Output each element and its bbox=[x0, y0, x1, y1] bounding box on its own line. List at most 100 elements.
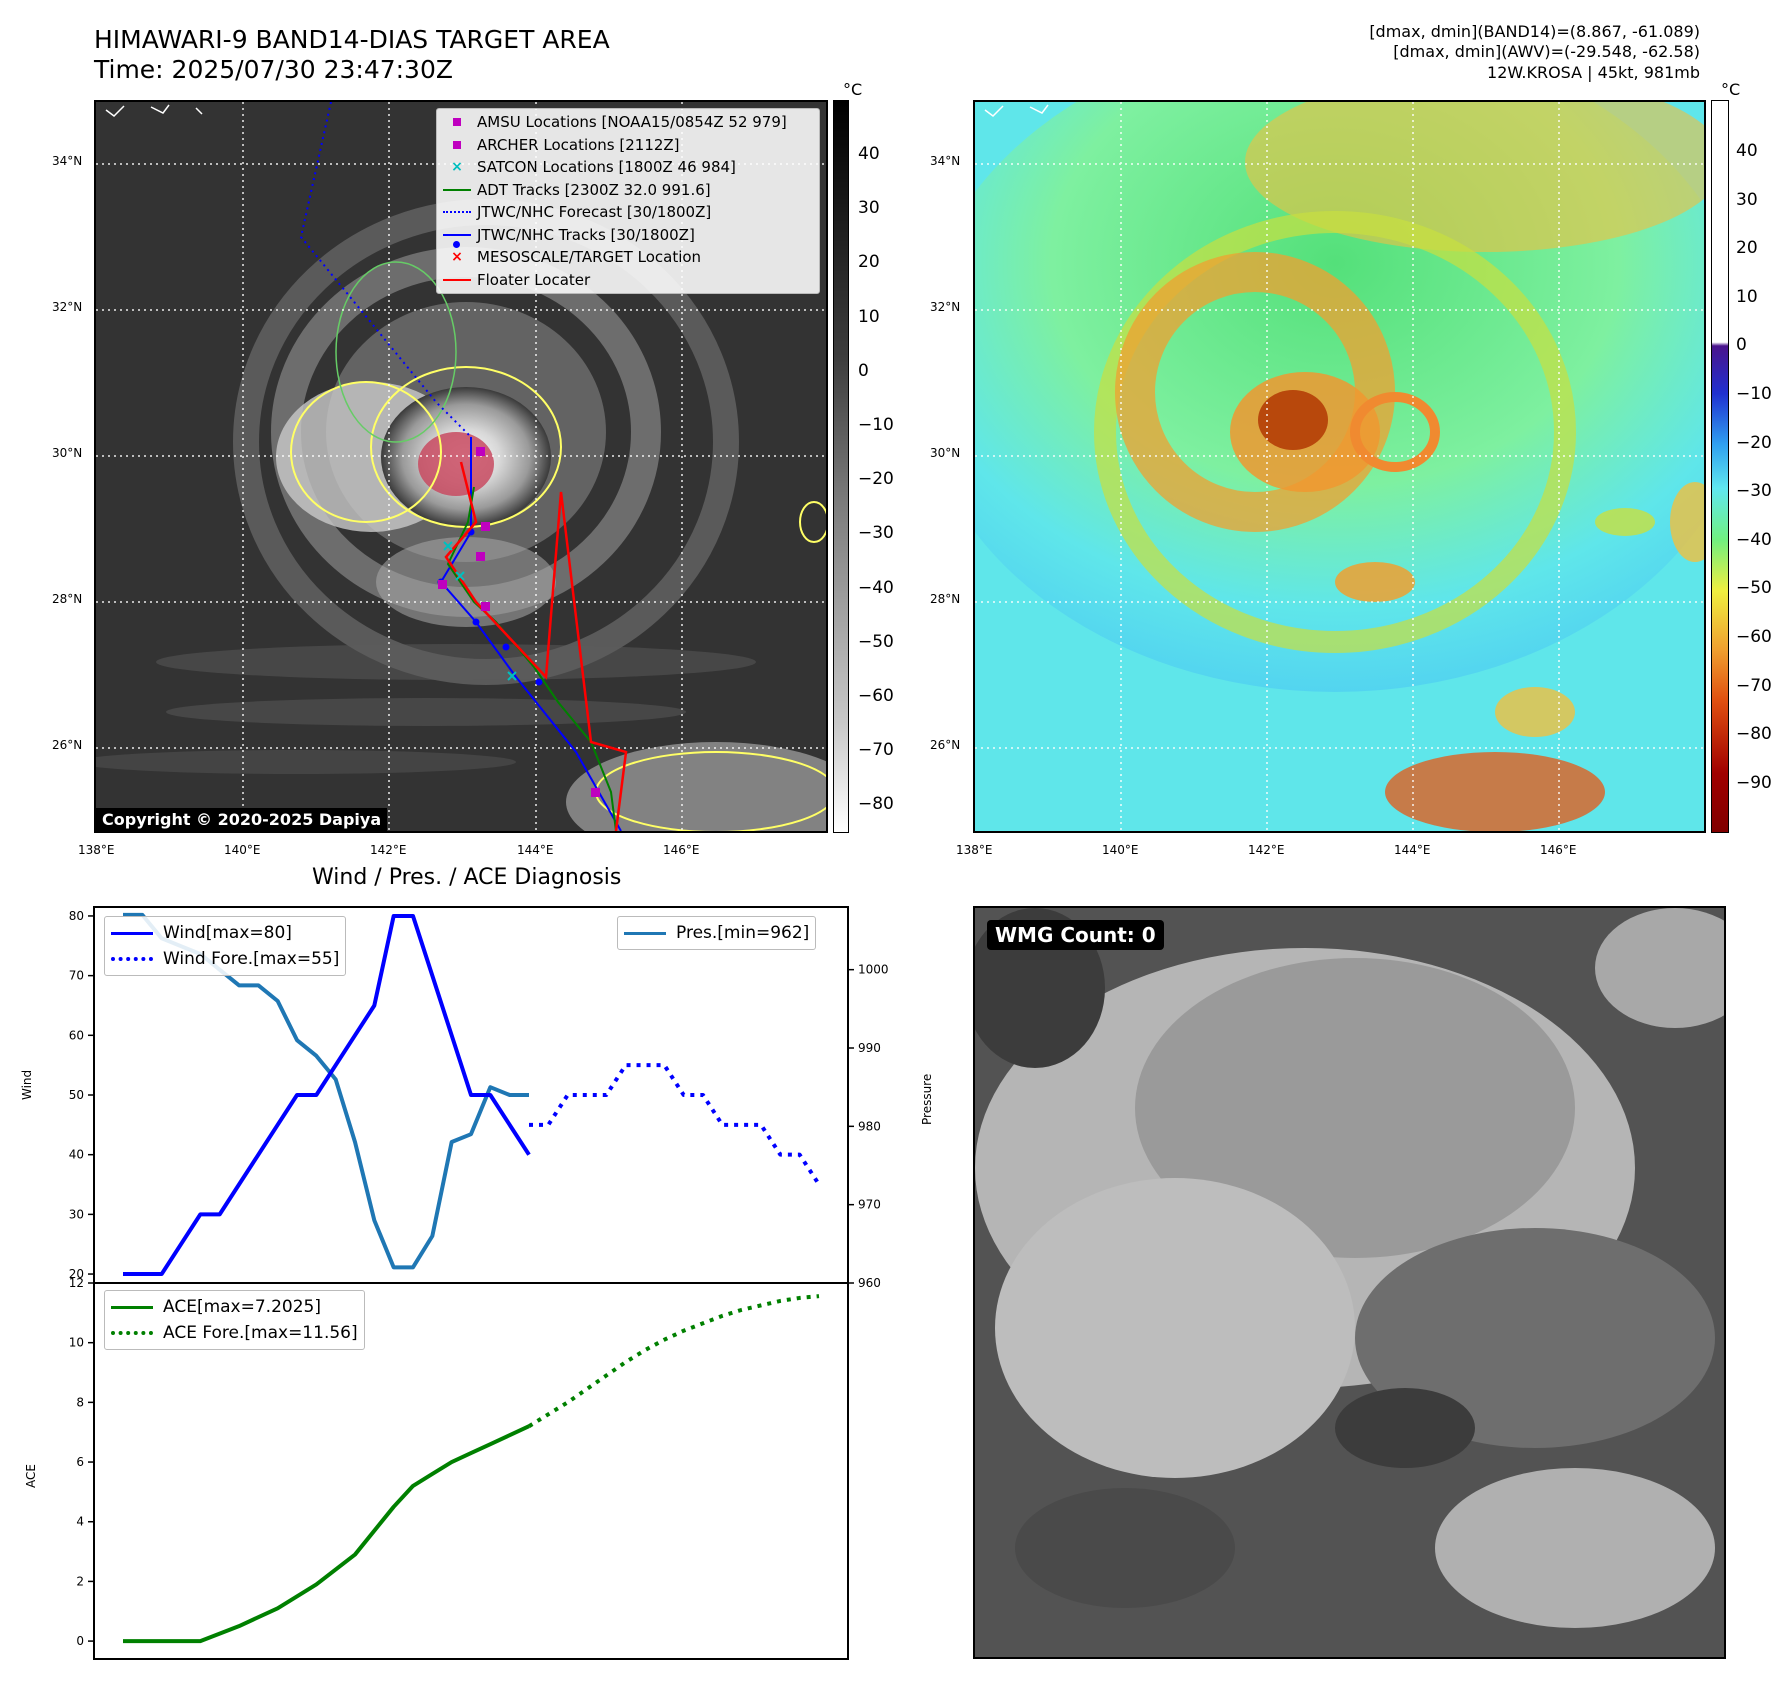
legend-label: ACE[max=7.2025] bbox=[163, 1297, 321, 1317]
lat-tick: 30°N bbox=[52, 446, 83, 460]
colorbar-tick: 30 bbox=[1736, 189, 1758, 210]
legend-entry-wind-fore: Wind Fore.[max=55] bbox=[111, 946, 339, 972]
wmg-count-badge: WMG Count: 0 bbox=[987, 920, 1164, 950]
copyright-label: Copyright © 2020-2025 Dapiya bbox=[96, 808, 388, 831]
awv-colorbar bbox=[1711, 100, 1729, 833]
colorbar-tick: 10 bbox=[858, 306, 880, 327]
colorbar-tick: 30 bbox=[858, 198, 880, 219]
map-legend: AMSU Locations [NOAA15/0854Z 52 979] ARC… bbox=[436, 108, 820, 294]
colorbar-tick: −50 bbox=[858, 631, 894, 652]
lon-tick: 138°E bbox=[78, 843, 115, 857]
line-icon bbox=[111, 1305, 153, 1309]
awv-map-image bbox=[975, 102, 1704, 831]
lon-tick: 138°E bbox=[956, 843, 993, 857]
legend-label: AMSU Locations [NOAA15/0854Z 52 979] bbox=[477, 113, 787, 132]
info-line1: [dmax, dmin](BAND14)=(8.867, -61.089) bbox=[1369, 22, 1700, 41]
lon-tick: 140°E bbox=[1102, 843, 1139, 857]
legend-entry-amsu: AMSU Locations [NOAA15/0854Z 52 979] bbox=[437, 111, 819, 134]
lon-tick: 142°E bbox=[1248, 843, 1285, 857]
y-tick-label: 970 bbox=[858, 1198, 881, 1212]
square-marker-icon bbox=[437, 118, 477, 127]
diagnosis-series bbox=[123, 912, 821, 1644]
colorbar-tick: −40 bbox=[858, 577, 894, 598]
wind-line bbox=[123, 913, 531, 1277]
legend-label: ARCHER Locations [2112Z] bbox=[477, 135, 680, 154]
y-tick-label: 1000 bbox=[858, 963, 889, 977]
figure-title-line1: HIMAWARI-9 BAND14-DIAS TARGET AREA bbox=[94, 25, 610, 54]
colorbar-tick: −40 bbox=[1736, 529, 1772, 550]
ir-map-panel: AMSU Locations [NOAA15/0854Z 52 979] ARC… bbox=[94, 100, 828, 833]
line-icon bbox=[624, 931, 666, 935]
legend-entry-ace-fore: ACE Fore.[max=11.56] bbox=[111, 1320, 358, 1346]
lon-tick: 146°E bbox=[663, 843, 700, 857]
x-marker-icon: × bbox=[451, 159, 463, 176]
info-line2: [dmax, dmin](AWV)=(-29.548, -62.58) bbox=[1393, 42, 1700, 61]
colorbar-tick: −70 bbox=[1736, 675, 1772, 696]
colorbar-tick: −80 bbox=[1736, 724, 1772, 745]
lat-tick: 32°N bbox=[52, 300, 83, 314]
y-tick-label: 960 bbox=[858, 1276, 881, 1290]
colorbar-tick: 40 bbox=[1736, 141, 1758, 161]
ace-forecast-line bbox=[527, 1294, 820, 1428]
legend-label: Wind Fore.[max=55] bbox=[163, 949, 340, 969]
y-tick-label: 990 bbox=[858, 1041, 881, 1055]
colorbar-tick: 0 bbox=[1736, 335, 1747, 356]
y-tick-label: 10 bbox=[69, 1336, 84, 1350]
awv-map-panel bbox=[973, 100, 1706, 833]
lat-tick: 26°N bbox=[930, 738, 961, 752]
colorbar-tick: −10 bbox=[858, 415, 894, 435]
lon-tick: 146°E bbox=[1540, 843, 1577, 857]
info-line3: 12W.KROSA | 45kt, 981mb bbox=[1487, 63, 1700, 82]
dotted-line-icon bbox=[111, 1331, 153, 1335]
legend-label: JTWC/NHC Tracks [30/1800Z] bbox=[477, 225, 695, 244]
y-tick-label: 20 bbox=[69, 1267, 84, 1281]
legend-entry-archer: ARCHER Locations [2112Z] bbox=[437, 134, 819, 157]
lat-tick: 34°N bbox=[930, 154, 961, 168]
line-dot-icon bbox=[437, 233, 477, 248]
y-tick-label: 0 bbox=[76, 1634, 84, 1648]
ace-y-ticks: 12 10 8 6 4 2 0 bbox=[69, 1276, 94, 1648]
wind-axis-label: Wind bbox=[20, 1069, 34, 1100]
pressure-axis-label: Pressure bbox=[920, 1073, 934, 1125]
legend-label: SATCON Locations [1800Z 46 984] bbox=[477, 158, 736, 177]
legend-label: Wind[max=80] bbox=[163, 923, 292, 943]
legend-entry-tracks: JTWC/NHC Tracks [30/1800Z] bbox=[437, 224, 819, 248]
colorbar-tick: −30 bbox=[858, 523, 894, 544]
lat-tick: 28°N bbox=[930, 592, 961, 606]
pressure-legend: Pres.[min=962] bbox=[617, 916, 817, 950]
ir-colorbar bbox=[833, 100, 849, 833]
ir-colorbar-unit: °C bbox=[843, 80, 863, 99]
legend-entry-forecast: JTWC/NHC Forecast [30/1800Z] bbox=[437, 201, 819, 224]
lon-tick: 144°E bbox=[517, 843, 554, 857]
y-tick-label: 6 bbox=[76, 1455, 84, 1469]
y-tick-label: 12 bbox=[69, 1276, 84, 1290]
lat-tick: 30°N bbox=[930, 446, 961, 460]
colorbar-tick: −30 bbox=[1736, 481, 1772, 502]
y-tick-label: 50 bbox=[69, 1088, 84, 1102]
colorbar-tick: −80 bbox=[858, 794, 894, 815]
line-icon bbox=[437, 278, 477, 281]
legend-label: MESOSCALE/TARGET Location bbox=[477, 248, 702, 267]
wind-legend: Wind[max=80] Wind Fore.[max=55] bbox=[104, 916, 347, 976]
wind-y-ticks: 80 70 60 50 40 30 20 bbox=[69, 909, 94, 1281]
square-marker-icon bbox=[437, 140, 477, 149]
pressure-y-ticks: 1000 990 980 970 960 bbox=[848, 963, 889, 1290]
y-tick-label: 4 bbox=[76, 1515, 84, 1529]
colorbar-tick: 20 bbox=[858, 252, 880, 273]
lat-tick: 26°N bbox=[52, 738, 83, 752]
legend-entry-floater: Floater Locater bbox=[437, 269, 819, 292]
legend-label: ADT Tracks [2300Z 32.0 991.6] bbox=[477, 180, 711, 199]
y-tick-label: 8 bbox=[76, 1395, 84, 1409]
diagnosis-title: Wind / Pres. / ACE Diagnosis bbox=[312, 865, 622, 890]
line-icon bbox=[111, 931, 153, 935]
lon-tick: 140°E bbox=[224, 843, 261, 857]
y-tick-label: 40 bbox=[69, 1148, 84, 1162]
colorbar-tick: −20 bbox=[858, 469, 894, 490]
colorbar-tick: 20 bbox=[1736, 238, 1758, 259]
legend-entry-wind: Wind[max=80] bbox=[111, 920, 339, 946]
ace-line bbox=[123, 1424, 530, 1644]
wmg-image bbox=[975, 908, 1724, 1657]
colorbar-tick: −70 bbox=[858, 740, 894, 761]
colorbar-tick: −90 bbox=[1736, 772, 1772, 793]
